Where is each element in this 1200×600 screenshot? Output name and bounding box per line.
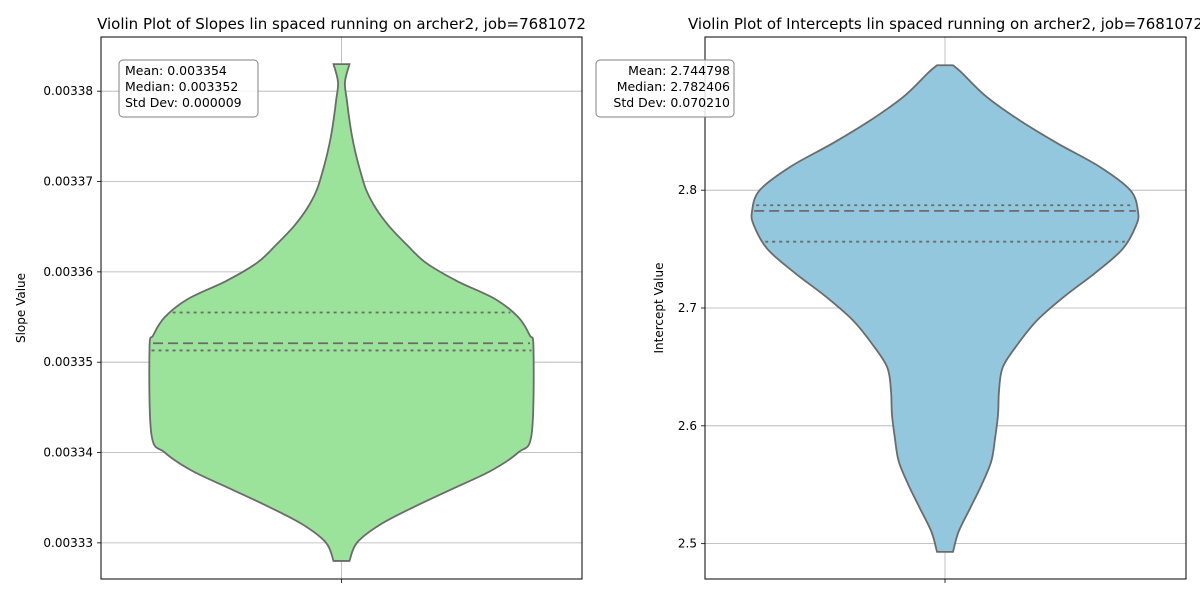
y-tick-label: 2.5 (678, 537, 697, 551)
y-axis-label: Slope Value (14, 273, 28, 343)
y-tick-label: 0.00334 (43, 446, 93, 460)
stats-text: Std Dev: 0.000009 (125, 95, 242, 110)
stats-box (118, 59, 259, 118)
chart-title: Violin Plot of Intercepts lin spaced run… (688, 15, 1200, 33)
y-tick-label: 0.00338 (43, 84, 93, 98)
stats-text: Median: 2.782406 (617, 79, 730, 94)
y-tick-label: 0.00335 (43, 355, 93, 369)
stats-text: Median: 0.003352 (125, 79, 238, 94)
stats-text: Std Dev: 0.070210 (613, 95, 730, 110)
axes-frame (704, 36, 1187, 580)
y-tick-label: 0.00337 (43, 175, 93, 189)
chart-panel-1: 0.00333 0.00334 0.00335 0.00336 0.00337 0.003… (14, 15, 586, 583)
y-tick-label: 2.6 (678, 419, 697, 433)
stats-box (595, 59, 735, 118)
y-tick-label: 2.7 (678, 301, 697, 315)
violin-body (750, 64, 1140, 553)
stats-text: Mean: 0.003354 (125, 63, 227, 78)
y-tick-label: 0.00336 (43, 265, 93, 279)
y-axis-label: Intercept Value (652, 263, 666, 354)
y-tick-label: 2.8 (678, 183, 697, 197)
axes-frame (100, 36, 583, 580)
chart-panel-2: 2.5 2.6 2.7 2.8 Violin Plot of Intercepts li… (595, 15, 1200, 583)
chart-title: Violin Plot of Slopes lin spaced running… (97, 15, 586, 33)
y-tick-label: 0.00333 (43, 536, 93, 550)
stats-text: Mean: 2.744798 (628, 63, 730, 78)
